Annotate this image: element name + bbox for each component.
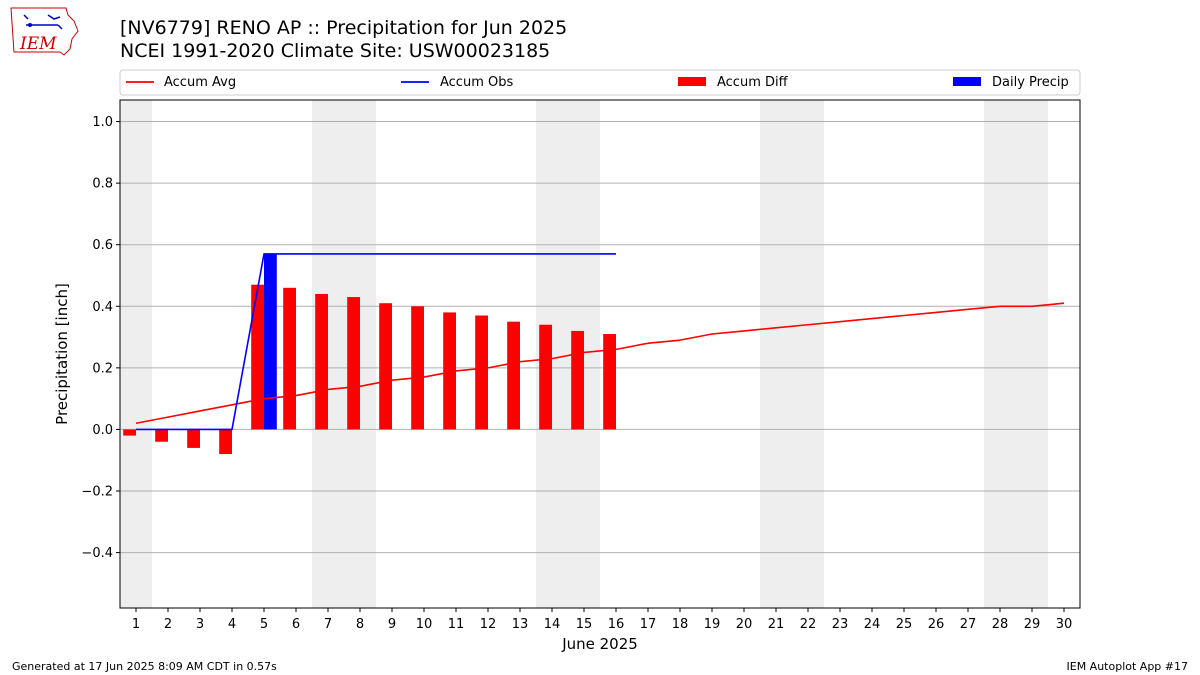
x-tick-label: 22 — [800, 617, 817, 632]
y-tick-label: 0.4 — [92, 300, 113, 315]
x-tick-label: 12 — [480, 617, 497, 632]
plot-frame — [119, 99, 1081, 609]
logo-text: IEM — [19, 34, 57, 54]
x-tick-label: 3 — [196, 617, 204, 632]
chart-title: [NV6779] RENO AP :: Precipitation for Ju… — [120, 17, 568, 39]
x-tick-label: 17 — [640, 617, 657, 632]
accum-diff-bar — [283, 287, 296, 430]
accum-diff-bar — [411, 306, 424, 430]
y-tick-label: 0.6 — [92, 238, 113, 253]
x-tick-label: 8 — [356, 617, 364, 632]
y-tick-label: 0.2 — [92, 361, 113, 376]
accum-diff-bar — [251, 284, 264, 430]
accum-diff-bar — [507, 321, 520, 430]
x-tick-label: 11 — [448, 617, 465, 632]
weekend-band — [760, 100, 824, 608]
accum-diff-bar — [379, 303, 392, 430]
chart-subtitle: NCEI 1991-2020 Climate Site: USW00023185 — [120, 40, 551, 62]
accum-diff-bar — [219, 429, 232, 455]
x-tick-label: 13 — [512, 617, 529, 632]
x-tick-label: 15 — [576, 617, 593, 632]
legend-label: Accum Obs — [440, 75, 513, 90]
x-tick-label: 1 — [132, 617, 140, 632]
weekend-band — [984, 100, 1048, 608]
y-tick-label: 1.0 — [92, 115, 113, 130]
y-axis-label: Precipitation [inch] — [53, 283, 71, 425]
y-tick-label: −0.2 — [81, 485, 113, 500]
accum-diff-bar — [187, 429, 200, 448]
accum-diff-bar — [443, 312, 456, 430]
x-tick-label: 30 — [1056, 617, 1073, 632]
x-tick-label: 14 — [544, 617, 561, 632]
accum-diff-bar — [539, 324, 552, 430]
x-tick-label: 18 — [672, 617, 689, 632]
footer-app: IEM Autoplot App #17 — [1066, 660, 1189, 673]
footer-generated: Generated at 17 Jun 2025 8:09 AM CDT in … — [12, 660, 277, 673]
accum-diff-bar — [155, 429, 168, 442]
iem-logo: IEM — [10, 7, 79, 56]
accum-diff-bar — [315, 293, 328, 430]
x-tick-label: 2 — [164, 617, 172, 632]
x-tick-label: 29 — [1024, 617, 1041, 632]
x-tick-label: 24 — [864, 617, 881, 632]
x-tick-label: 7 — [324, 617, 332, 632]
weekend-band — [120, 100, 152, 608]
legend-swatch — [678, 77, 706, 86]
legend-label: Accum Avg — [164, 75, 236, 90]
x-tick-label: 5 — [260, 617, 268, 632]
accum-diff-bar — [475, 315, 488, 430]
accum-diff-bar — [571, 330, 584, 430]
legend-box — [119, 69, 1081, 96]
accum-obs-line — [136, 253, 616, 431]
legend-label: Accum Diff — [717, 75, 789, 90]
y-tick-label: 0.0 — [92, 423, 113, 438]
x-tick-label: 19 — [704, 617, 721, 632]
x-tick-label: 6 — [292, 617, 300, 632]
x-tick-label: 28 — [992, 617, 1009, 632]
x-axis-label: June 2025 — [561, 635, 638, 653]
accum-diff-bar — [347, 297, 360, 430]
x-tick-label: 21 — [768, 617, 785, 632]
accum-diff-bar — [123, 429, 136, 436]
x-tick-label: 20 — [736, 617, 753, 632]
x-tick-label: 25 — [896, 617, 913, 632]
accum-avg-line — [135, 302, 1065, 425]
legend-label: Daily Precip — [992, 75, 1069, 90]
x-tick-label: 23 — [832, 617, 849, 632]
x-tick-label: 26 — [928, 617, 945, 632]
x-tick-label: 27 — [960, 617, 977, 632]
y-tick-label: −0.4 — [81, 546, 113, 561]
x-tick-label: 16 — [608, 617, 625, 632]
y-tick-label: 0.8 — [92, 177, 113, 192]
legend-swatch — [953, 77, 981, 86]
x-tick-label: 4 — [228, 617, 236, 632]
daily-precip-bar — [264, 253, 277, 430]
accum-diff-bar — [603, 333, 616, 430]
x-tick-label: 10 — [416, 617, 433, 632]
x-tick-label: 9 — [388, 617, 396, 632]
